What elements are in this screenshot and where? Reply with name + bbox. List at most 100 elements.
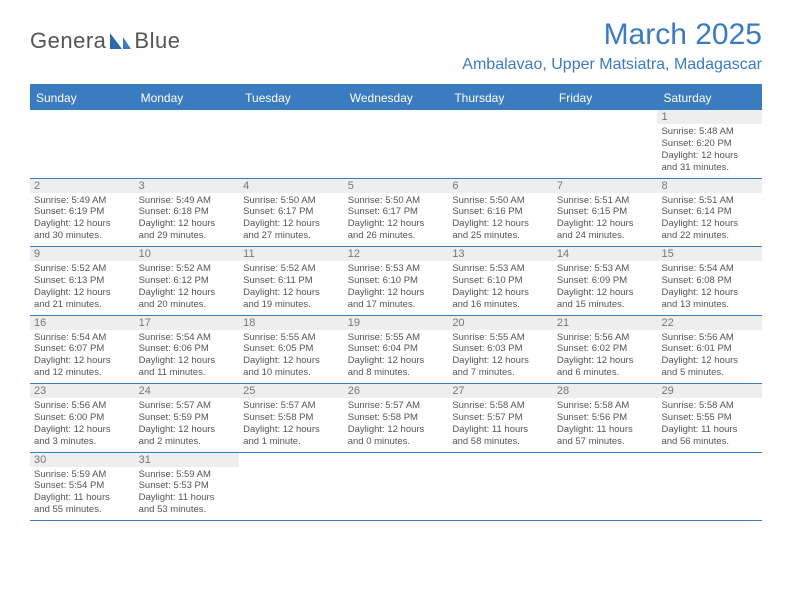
info-sunset: Sunset: 6:03 PM: [452, 343, 549, 355]
info-sunrise: Sunrise: 5:56 AM: [557, 332, 654, 344]
page-title: March 2025: [462, 18, 762, 52]
header: Genera Blue March 2025 Ambalavao, Upper …: [30, 18, 762, 74]
info-dl2: and 10 minutes.: [243, 367, 340, 379]
day-info: Sunrise: 5:50 AMSunset: 6:17 PMDaylight:…: [348, 195, 445, 243]
info-sunrise: Sunrise: 5:56 AM: [34, 400, 131, 412]
info-dl1: Daylight: 12 hours: [348, 218, 445, 230]
day-number: 4: [239, 179, 344, 193]
day-number: 6: [448, 179, 553, 193]
info-sunrise: Sunrise: 5:49 AM: [139, 195, 236, 207]
day-number: 23: [30, 384, 135, 398]
info-sunrise: Sunrise: 5:57 AM: [139, 400, 236, 412]
info-sunrise: Sunrise: 5:52 AM: [34, 263, 131, 275]
info-sunset: Sunset: 5:58 PM: [243, 412, 340, 424]
info-sunrise: Sunrise: 5:53 AM: [557, 263, 654, 275]
info-dl1: Daylight: 12 hours: [139, 287, 236, 299]
info-sunrise: Sunrise: 5:55 AM: [452, 332, 549, 344]
info-dl1: Daylight: 11 hours: [34, 492, 131, 504]
day-info: Sunrise: 5:55 AMSunset: 6:03 PMDaylight:…: [452, 332, 549, 380]
week-row: 2Sunrise: 5:49 AMSunset: 6:19 PMDaylight…: [30, 179, 762, 248]
info-dl2: and 15 minutes.: [557, 299, 654, 311]
day-number: 11: [239, 247, 344, 261]
day-cell: 16Sunrise: 5:54 AMSunset: 6:07 PMDayligh…: [30, 316, 135, 384]
info-dl2: and 8 minutes.: [348, 367, 445, 379]
info-dl1: Daylight: 12 hours: [348, 287, 445, 299]
day-number: 18: [239, 316, 344, 330]
day-number: 17: [135, 316, 240, 330]
info-dl2: and 12 minutes.: [34, 367, 131, 379]
day-info: Sunrise: 5:55 AMSunset: 6:05 PMDaylight:…: [243, 332, 340, 380]
day-info: Sunrise: 5:56 AMSunset: 6:02 PMDaylight:…: [557, 332, 654, 380]
day-info: Sunrise: 5:55 AMSunset: 6:04 PMDaylight:…: [348, 332, 445, 380]
info-sunset: Sunset: 6:08 PM: [661, 275, 758, 287]
day-number: 8: [657, 179, 762, 193]
info-dl1: Daylight: 12 hours: [243, 287, 340, 299]
info-dl1: Daylight: 12 hours: [139, 218, 236, 230]
empty-cell: [239, 453, 344, 521]
info-sunset: Sunset: 6:14 PM: [661, 206, 758, 218]
info-sunrise: Sunrise: 5:51 AM: [661, 195, 758, 207]
info-sunrise: Sunrise: 5:53 AM: [348, 263, 445, 275]
day-info: Sunrise: 5:51 AMSunset: 6:14 PMDaylight:…: [661, 195, 758, 243]
info-sunset: Sunset: 5:55 PM: [661, 412, 758, 424]
day-number: 5: [344, 179, 449, 193]
info-dl2: and 17 minutes.: [348, 299, 445, 311]
week-row: 23Sunrise: 5:56 AMSunset: 6:00 PMDayligh…: [30, 384, 762, 453]
info-sunset: Sunset: 6:04 PM: [348, 343, 445, 355]
empty-cell: [344, 110, 449, 178]
info-sunset: Sunset: 6:10 PM: [452, 275, 549, 287]
day-info: Sunrise: 5:52 AMSunset: 6:12 PMDaylight:…: [139, 263, 236, 311]
calendar: Sunday Monday Tuesday Wednesday Thursday…: [30, 84, 762, 521]
day-number: 29: [657, 384, 762, 398]
info-sunrise: Sunrise: 5:57 AM: [243, 400, 340, 412]
empty-cell: [30, 110, 135, 178]
empty-cell: [448, 453, 553, 521]
day-cell: 13Sunrise: 5:53 AMSunset: 6:10 PMDayligh…: [448, 247, 553, 315]
info-sunrise: Sunrise: 5:58 AM: [557, 400, 654, 412]
info-sunrise: Sunrise: 5:55 AM: [348, 332, 445, 344]
info-dl1: Daylight: 12 hours: [557, 287, 654, 299]
info-dl2: and 1 minute.: [243, 436, 340, 448]
week-row: 16Sunrise: 5:54 AMSunset: 6:07 PMDayligh…: [30, 316, 762, 385]
info-sunrise: Sunrise: 5:50 AM: [243, 195, 340, 207]
info-dl2: and 31 minutes.: [661, 162, 758, 174]
info-dl1: Daylight: 12 hours: [243, 218, 340, 230]
info-dl2: and 29 minutes.: [139, 230, 236, 242]
day-number: 30: [30, 453, 135, 467]
info-dl1: Daylight: 12 hours: [661, 287, 758, 299]
day-number: 21: [553, 316, 658, 330]
day-cell: 30Sunrise: 5:59 AMSunset: 5:54 PMDayligh…: [30, 453, 135, 521]
info-dl1: Daylight: 12 hours: [139, 424, 236, 436]
day-number: 9: [30, 247, 135, 261]
day-info: Sunrise: 5:52 AMSunset: 6:13 PMDaylight:…: [34, 263, 131, 311]
info-sunrise: Sunrise: 5:55 AM: [243, 332, 340, 344]
info-sunset: Sunset: 5:57 PM: [452, 412, 549, 424]
day-info: Sunrise: 5:58 AMSunset: 5:56 PMDaylight:…: [557, 400, 654, 448]
info-sunset: Sunset: 6:17 PM: [348, 206, 445, 218]
day-number: 3: [135, 179, 240, 193]
day-cell: 31Sunrise: 5:59 AMSunset: 5:53 PMDayligh…: [135, 453, 240, 521]
info-dl1: Daylight: 12 hours: [452, 355, 549, 367]
day-number: 19: [344, 316, 449, 330]
day-info: Sunrise: 5:48 AMSunset: 6:20 PMDaylight:…: [661, 126, 758, 174]
info-dl1: Daylight: 12 hours: [139, 355, 236, 367]
empty-cell: [239, 110, 344, 178]
day-number: 12: [344, 247, 449, 261]
info-dl2: and 16 minutes.: [452, 299, 549, 311]
day-info: Sunrise: 5:59 AMSunset: 5:53 PMDaylight:…: [139, 469, 236, 517]
info-dl2: and 22 minutes.: [661, 230, 758, 242]
day-cell: 21 Sunrise: 5:56 AMSunset: 6:02 PMDayligh…: [553, 316, 658, 384]
info-dl1: Daylight: 12 hours: [34, 355, 131, 367]
day-info: Sunrise: 5:57 AMSunset: 5:58 PMDaylight:…: [348, 400, 445, 448]
info-sunset: Sunset: 6:02 PM: [557, 343, 654, 355]
info-dl2: and 57 minutes.: [557, 436, 654, 448]
info-sunrise: Sunrise: 5:51 AM: [557, 195, 654, 207]
week-row: 1Sunrise: 5:48 AMSunset: 6:20 PMDaylight…: [30, 110, 762, 179]
info-dl2: and 30 minutes.: [34, 230, 131, 242]
info-sunset: Sunset: 5:59 PM: [139, 412, 236, 424]
day-number: 22: [657, 316, 762, 330]
day-info: Sunrise: 5:51 AMSunset: 6:15 PMDaylight:…: [557, 195, 654, 243]
day-info: Sunrise: 5:56 AMSunset: 6:01 PMDaylight:…: [661, 332, 758, 380]
day-cell: 10Sunrise: 5:52 AMSunset: 6:12 PMDayligh…: [135, 247, 240, 315]
info-sunset: Sunset: 6:11 PM: [243, 275, 340, 287]
